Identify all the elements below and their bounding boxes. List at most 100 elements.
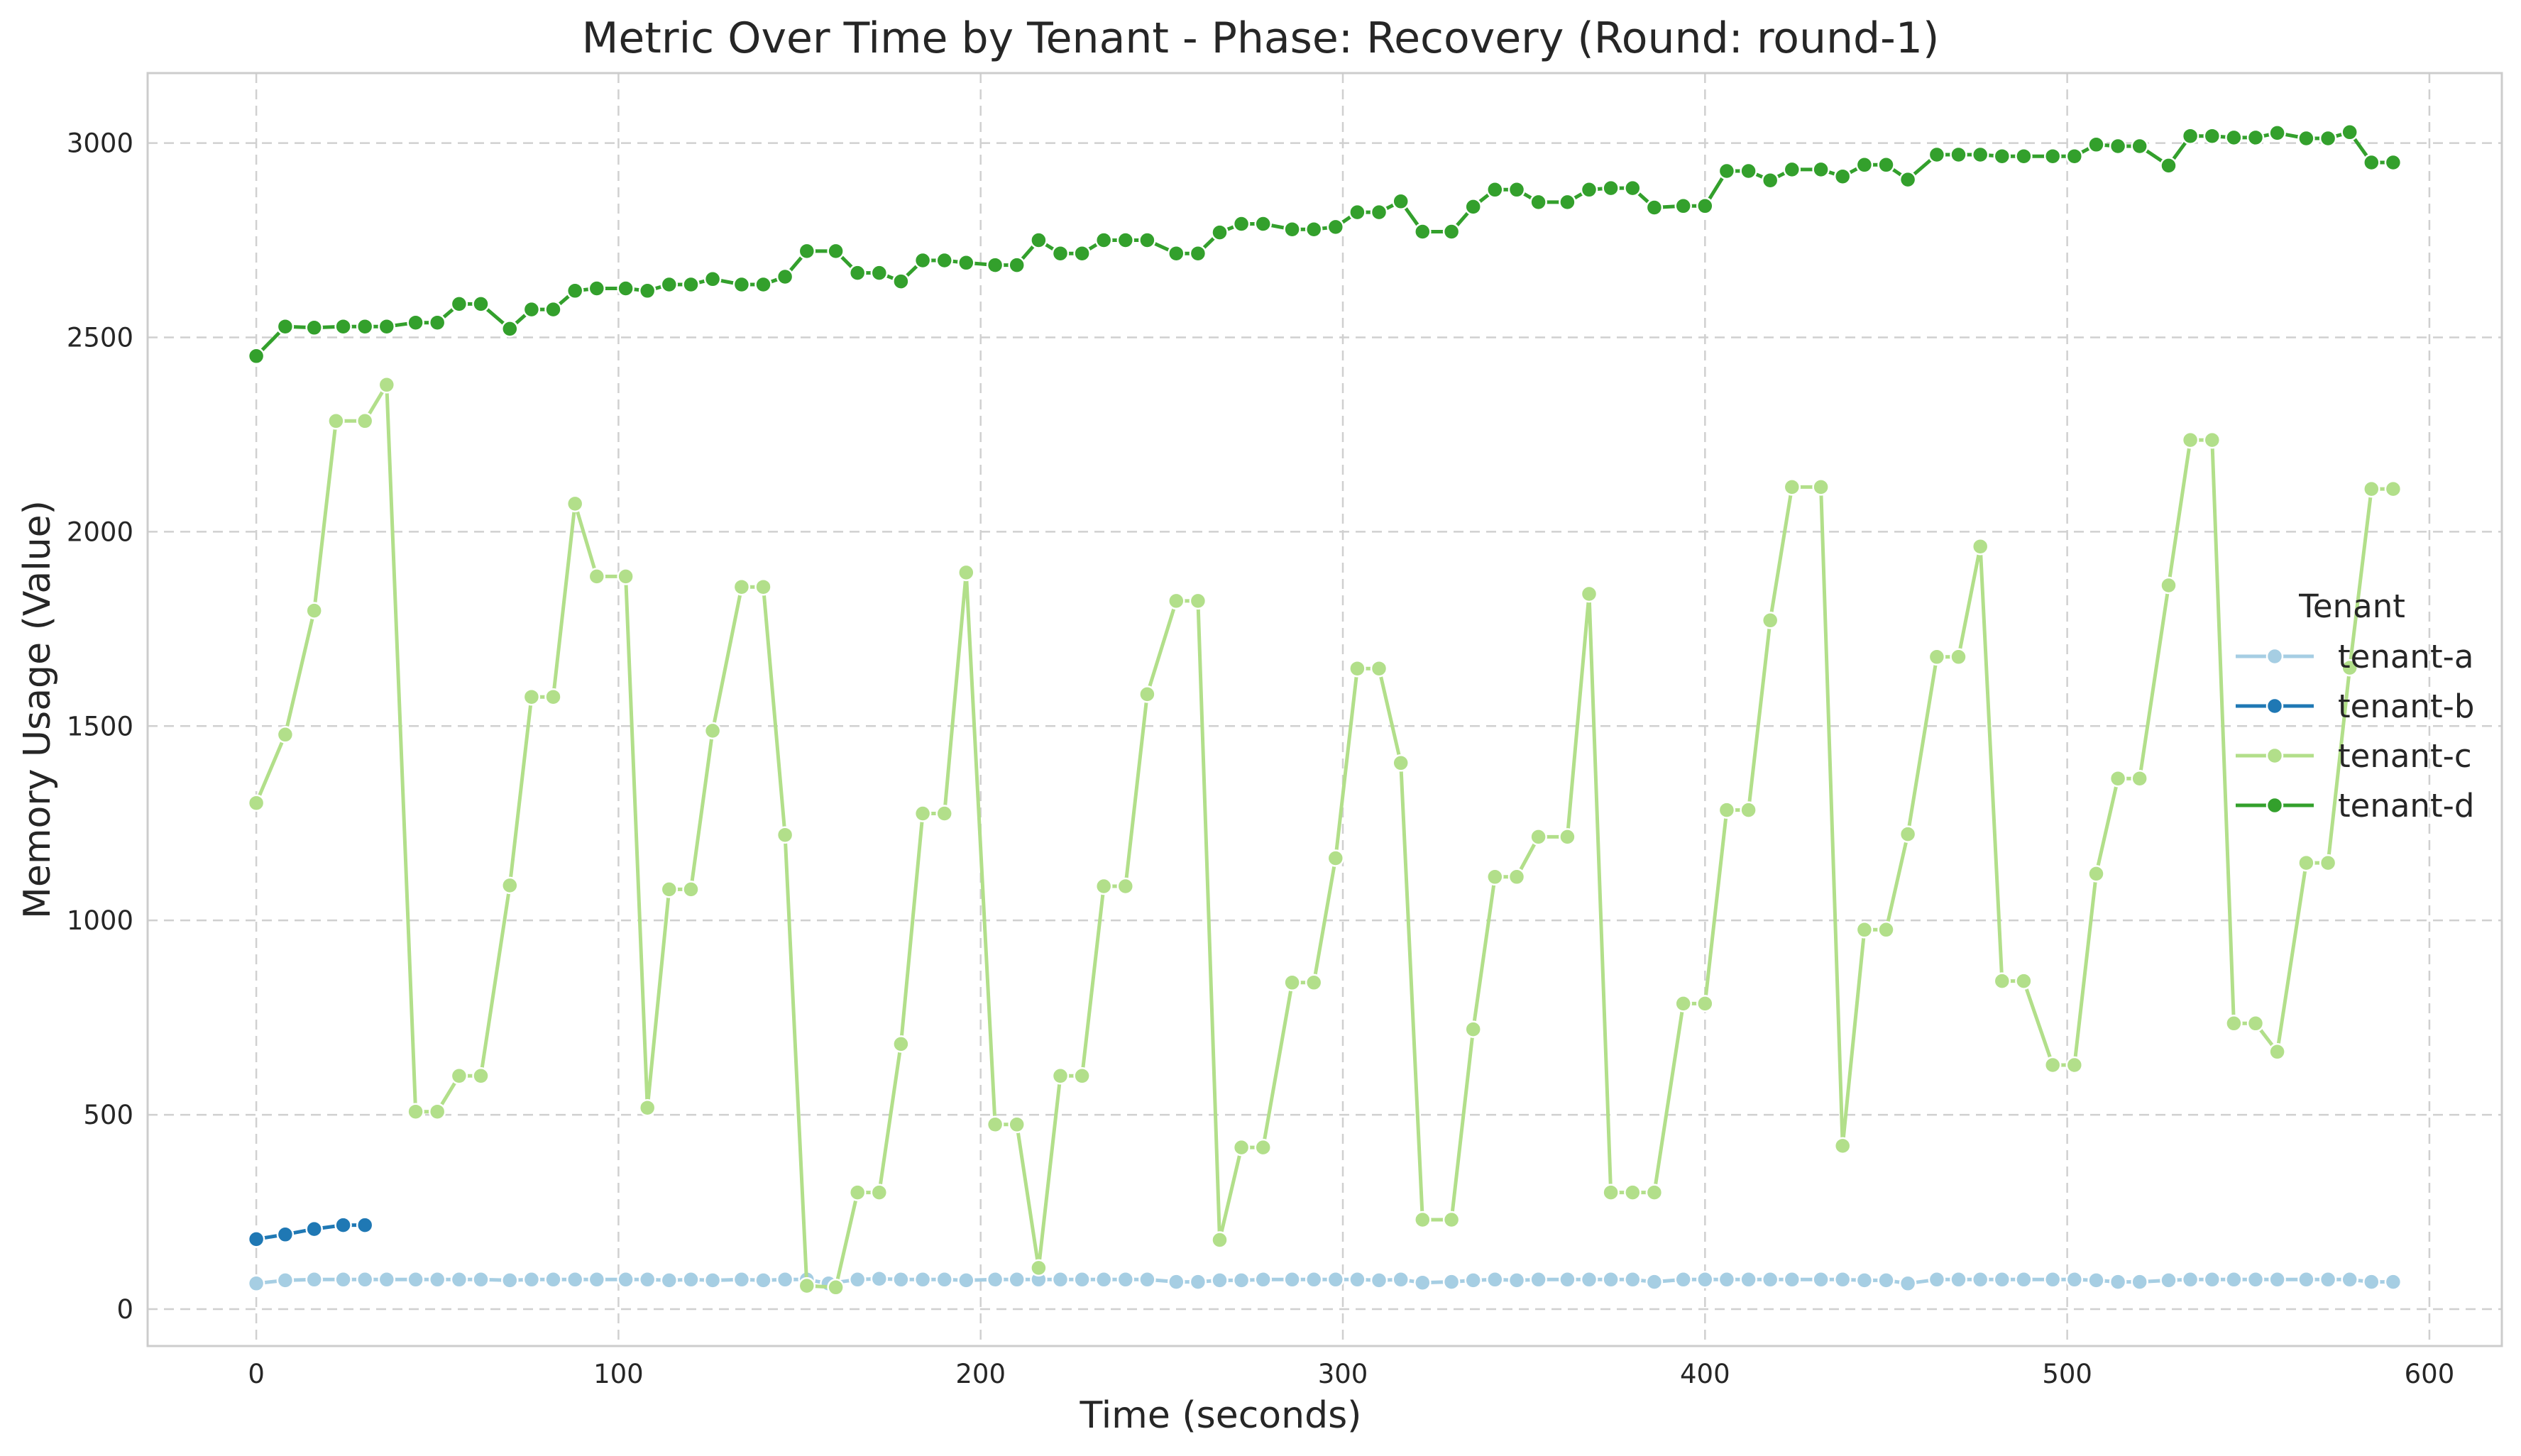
data-point-tenant-a: [1645, 1273, 1664, 1291]
data-point-tenant-c: [501, 876, 519, 895]
data-point-tenant-c: [913, 805, 932, 822]
data-point-tenant-c: [1559, 828, 1576, 846]
data-point-tenant-d: [305, 319, 323, 337]
data-point-tenant-a: [2363, 1273, 2380, 1291]
data-point-tenant-b: [305, 1220, 323, 1238]
data-point-tenant-c: [1580, 585, 1598, 603]
data-point-tenant-d: [1812, 160, 1830, 179]
data-point-tenant-a: [1051, 1271, 1070, 1289]
tick-labels: 0 100 200 300 400 500 600 0 500 1000 1500 2000 2500 3…: [67, 128, 2454, 1389]
data-point-tenant-a: [522, 1271, 541, 1289]
y-tick-label: 2500: [67, 322, 133, 353]
data-point-tenant-c: [957, 563, 975, 582]
data-point-tenant-d: [1993, 147, 2011, 165]
data-point-tenant-c: [2341, 658, 2358, 677]
data-point-tenant-d: [1189, 244, 1207, 263]
data-point-tenant-c: [1392, 754, 1410, 772]
data-point-tenant-c: [1370, 659, 1388, 678]
data-point-tenant-c: [1624, 1184, 1642, 1201]
data-point-tenant-d: [1761, 171, 1779, 189]
data-point-tenant-d: [1486, 181, 1504, 199]
data-point-tenant-d: [2087, 136, 2105, 154]
data-point-tenant-c: [1950, 648, 1967, 666]
data-point-tenant-d: [1602, 179, 1620, 197]
data-point-tenant-d: [2341, 123, 2358, 141]
data-point-tenant-d: [1392, 192, 1410, 211]
data-point-tenant-d: [1833, 167, 1852, 185]
data-point-tenant-c: [1507, 868, 1526, 886]
data-point-tenant-d: [2363, 153, 2380, 172]
data-point-tenant-c: [1211, 1231, 1229, 1249]
data-point-tenant-c: [327, 412, 345, 430]
data-point-tenant-d: [247, 347, 265, 365]
data-point-tenant-a: [848, 1271, 867, 1289]
data-point-tenant-a: [2160, 1272, 2177, 1289]
data-point-tenant-d: [522, 300, 541, 319]
data-point-tenant-c: [2181, 431, 2199, 449]
data-point-tenant-d: [892, 272, 910, 290]
data-point-tenant-a: [1232, 1272, 1251, 1289]
data-point-tenant-c: [356, 412, 374, 430]
data-point-tenant-a: [1696, 1271, 1714, 1289]
data-point-tenant-c: [827, 1279, 845, 1296]
data-point-tenant-a: [2268, 1271, 2286, 1289]
data-point-tenant-d: [754, 275, 772, 294]
data-point-tenant-c: [1442, 1210, 1461, 1229]
data-point-tenant-a: [1580, 1271, 1598, 1289]
data-point-tenant-d: [1507, 181, 1526, 199]
data-point-tenant-a: [1833, 1271, 1852, 1289]
data-point-tenant-c: [2297, 854, 2315, 872]
legend-label-tenant-d: tenant-d: [2338, 787, 2474, 824]
data-point-tenant-c: [2203, 431, 2221, 449]
data-point-tenant-c: [1189, 592, 1207, 610]
data-point-tenant-d: [2319, 129, 2337, 148]
data-point-tenant-a: [732, 1271, 751, 1289]
legend-item-tenant-d: tenant-d: [2236, 787, 2474, 824]
data-point-tenant-c: [1812, 478, 1830, 496]
data-point-tenant-c: [1116, 877, 1135, 895]
data-point-tenant-c: [428, 1103, 446, 1120]
data-point-tenant-d: [588, 280, 606, 297]
data-point-tenant-d: [378, 317, 396, 336]
data-point-tenant-d: [334, 317, 352, 336]
data-point-tenant-c: [566, 495, 584, 513]
data-point-tenant-a: [378, 1271, 396, 1289]
data-point-tenant-a: [1855, 1272, 1874, 1289]
legend-item-tenant-a: tenant-a: [2236, 638, 2473, 675]
legend-marker-tenant-d: [2265, 796, 2284, 815]
data-point-tenant-a: [2225, 1271, 2243, 1289]
data-point-tenant-c: [2246, 1015, 2265, 1032]
data-point-tenant-a: [617, 1271, 635, 1289]
data-point-tenant-d: [848, 264, 867, 282]
data-point-tenant-d: [2160, 157, 2177, 175]
data-point-tenant-b: [247, 1230, 265, 1248]
data-point-tenant-a: [1718, 1271, 1736, 1289]
data-point-tenant-d: [1030, 231, 1048, 249]
legend-marker-tenant-c: [2265, 746, 2284, 765]
data-point-tenant-a: [2015, 1271, 2033, 1289]
legend-items: tenant-a tenant-b tenant-c tenant-d: [2236, 638, 2474, 824]
data-point-tenant-d: [703, 270, 722, 288]
data-point-tenant-a: [1507, 1272, 1526, 1289]
y-tick-label: 3000: [67, 128, 133, 159]
data-point-tenant-a: [472, 1271, 490, 1289]
data-point-tenant-a: [754, 1272, 772, 1289]
data-point-tenant-c: [1254, 1138, 1272, 1157]
x-axis-label: Time (seconds): [1080, 1394, 1362, 1437]
data-point-tenant-a: [1370, 1272, 1388, 1289]
data-point-tenant-a: [1414, 1274, 1432, 1291]
data-point-tenant-a: [2181, 1271, 2199, 1289]
data-point-tenant-c: [2015, 972, 2033, 990]
data-point-tenant-c: [1486, 868, 1504, 886]
y-tick-label: 500: [83, 1100, 133, 1130]
legend-label-tenant-c: tenant-c: [2338, 737, 2472, 775]
data-point-tenant-d: [1718, 162, 1736, 180]
data-point-tenant-c: [1073, 1067, 1091, 1085]
data-point-tenant-a: [1971, 1271, 1989, 1289]
data-point-tenant-d: [2203, 127, 2221, 145]
data-point-tenant-c: [1877, 921, 1895, 939]
data-point-tenant-a: [1442, 1273, 1461, 1291]
data-point-tenant-d: [2015, 147, 2033, 165]
data-point-tenant-c: [1783, 478, 1801, 496]
